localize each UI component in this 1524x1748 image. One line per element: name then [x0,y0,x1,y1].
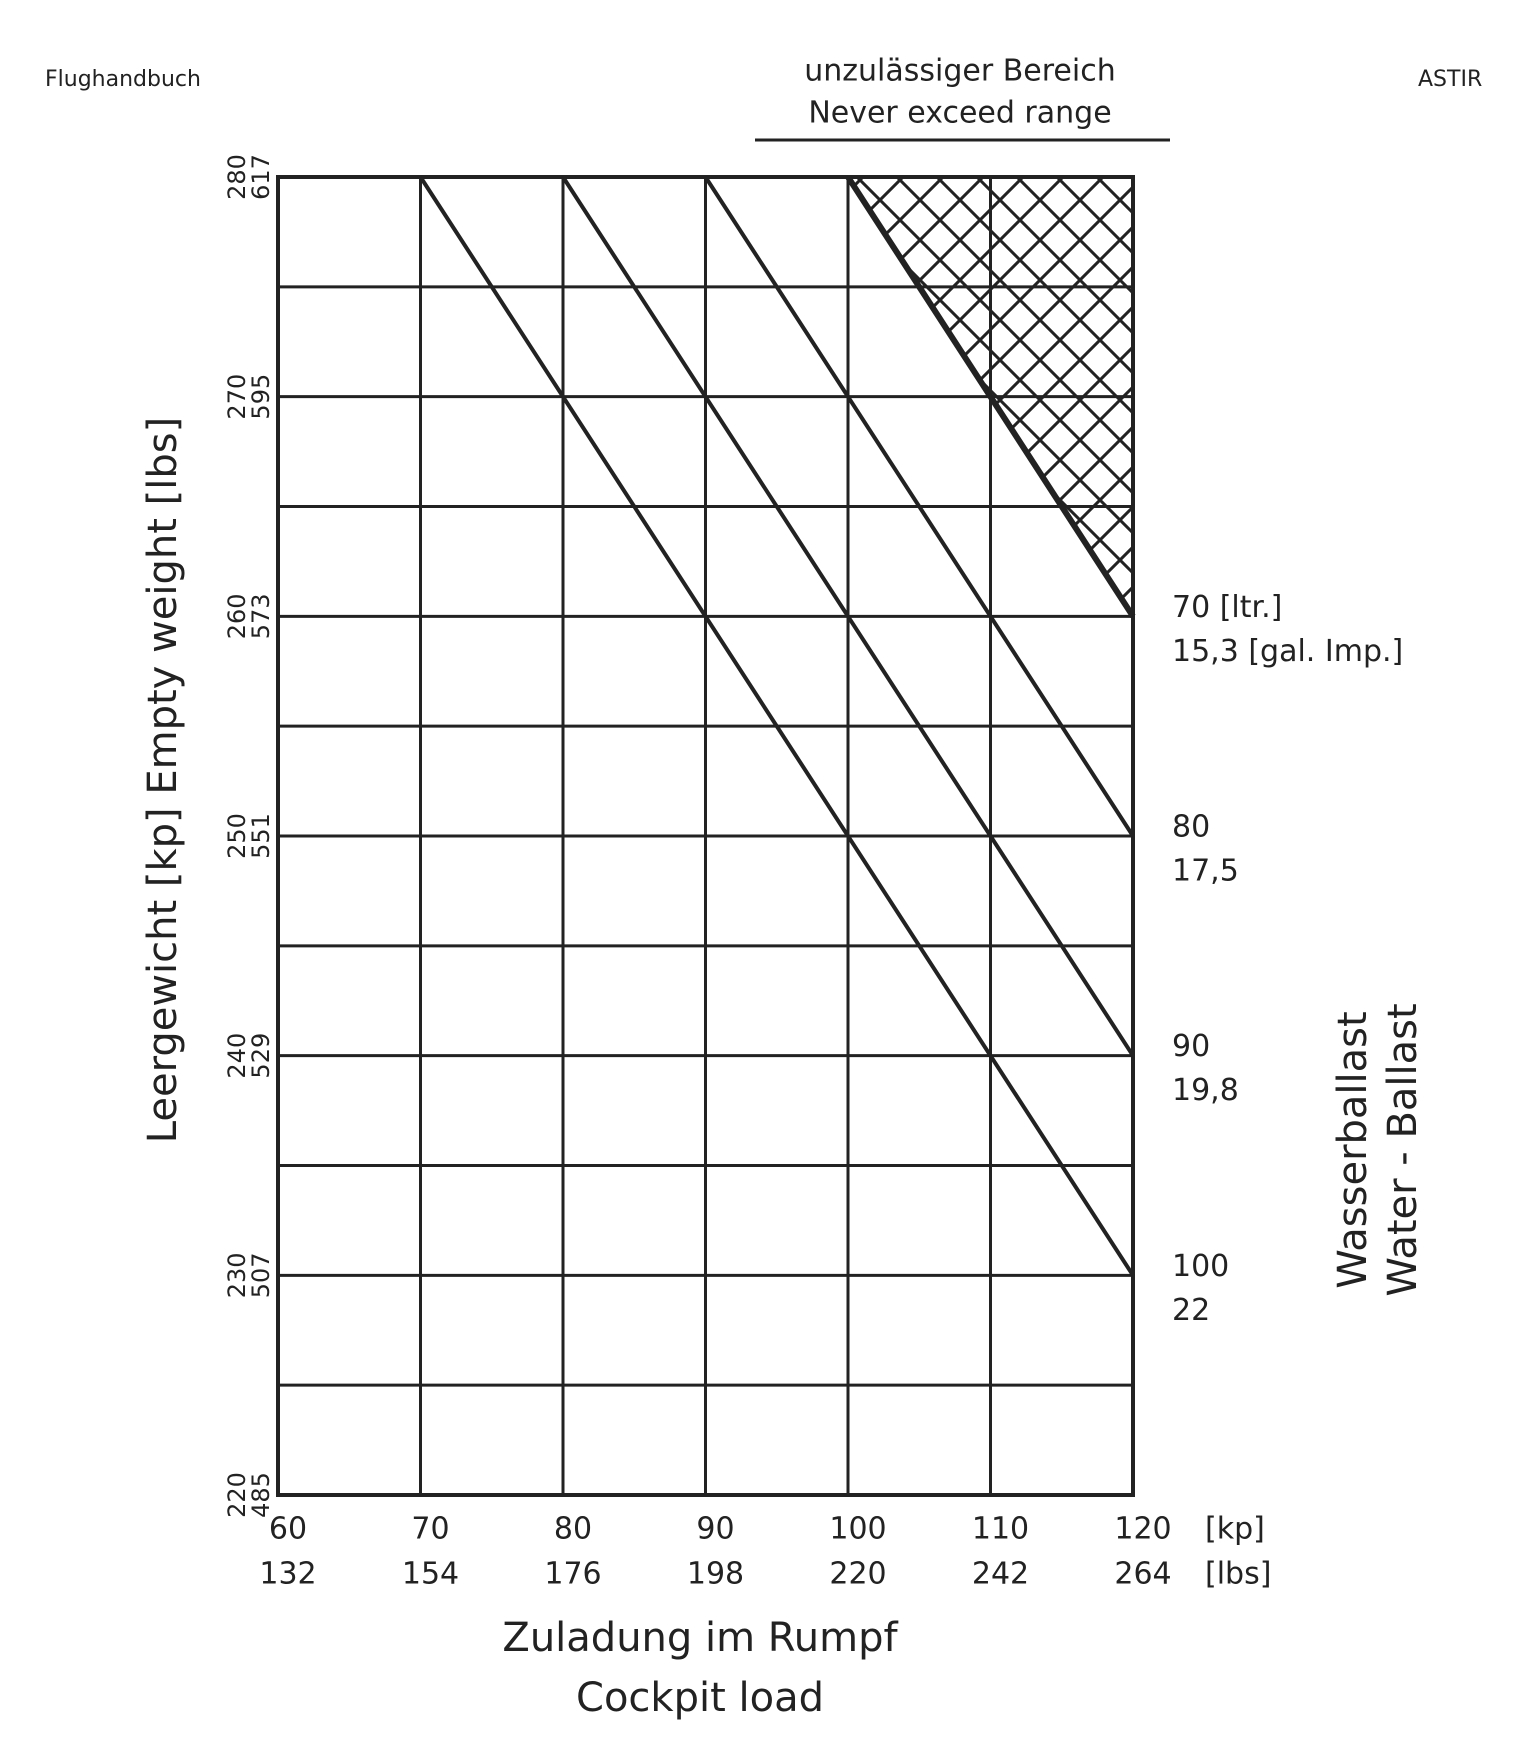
legend-label: 70 [ltr.] [1172,590,1282,625]
y-tick-label: 280 [223,154,251,200]
legend-title: Water - Ballast [1380,1003,1426,1296]
x-tick-label-lbs: 176 [544,1557,601,1592]
annotation: Never exceed range [808,96,1111,131]
legend-label: 100 [1172,1249,1229,1284]
legend-label: 80 [1172,810,1210,845]
x-title: Zuladung im Rumpf [502,1615,898,1661]
header: Flughandbuch [45,67,201,92]
y-tick-label-lbs: 573 [247,593,275,639]
x-tick-label: 80 [554,1512,592,1547]
y-tick-label: 230 [223,1252,251,1298]
y-tick-label-lbs: 485 [247,1472,275,1518]
x-tick-label: 60 [269,1512,307,1547]
legend-label-gal: 22 [1172,1293,1210,1328]
model: ASTIR [1418,67,1482,92]
x-unit: [lbs] [1205,1557,1271,1592]
legend-label-gal: 17,5 [1172,854,1239,889]
legend-label: 90 [1172,1029,1210,1064]
annotation: unzulässiger Bereich [804,54,1115,89]
y-tick-label: 270 [223,374,251,420]
x-unit: [kp] [1205,1512,1265,1547]
legend-title: Wasserballast [1330,1011,1376,1288]
y-tick-label-lbs: 507 [247,1252,275,1298]
legend-label-gal: 15,3 [gal. Imp.] [1172,634,1403,669]
x-title: Cockpit load [576,1675,824,1721]
y-tick-label-lbs: 595 [247,374,275,420]
x-tick-label-lbs: 154 [402,1557,459,1592]
x-tick-label: 120 [1114,1512,1171,1547]
x-tick-label-lbs: 242 [972,1557,1029,1592]
ballast-line [703,175,1135,838]
y-title: Leergewicht [kp] Empty weight [lbs] [140,417,186,1143]
y-tick-label: 250 [223,813,251,859]
y-tick-label-lbs: 529 [247,1033,275,1079]
ballast-line [418,175,1135,1277]
ballast-line [561,175,1135,1057]
x-tick-label: 90 [696,1512,734,1547]
x-tick-label: 100 [829,1512,886,1547]
y-tick-label: 220 [223,1472,251,1518]
y-tick-label-lbs: 617 [247,154,275,200]
x-tick-label-lbs: 198 [687,1557,744,1592]
y-tick-label-lbs: 551 [247,813,275,859]
y-tick-label: 260 [223,593,251,639]
y-tick-label: 240 [223,1033,251,1079]
x-tick-label-lbs: 264 [1114,1557,1171,1592]
x-tick-label-lbs: 220 [829,1557,886,1592]
x-tick-label: 70 [411,1512,449,1547]
x-tick-label: 110 [972,1512,1029,1547]
ballast-line [845,175,1136,618]
legend-label-gal: 19,8 [1172,1073,1239,1108]
x-tick-label-lbs: 132 [259,1557,316,1592]
